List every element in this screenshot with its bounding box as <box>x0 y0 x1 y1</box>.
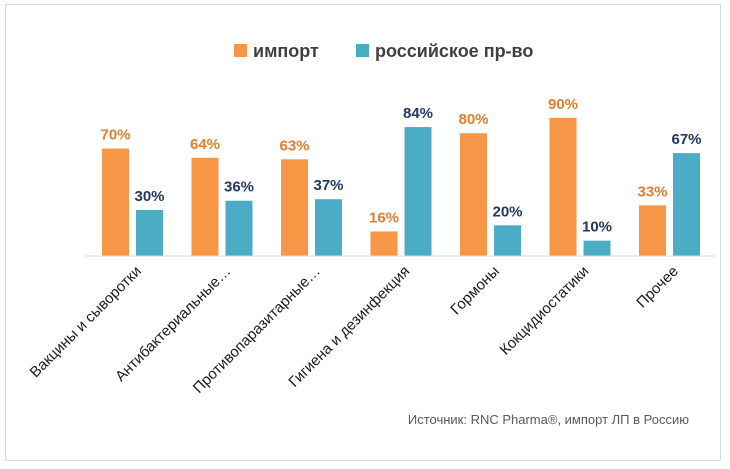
value-label-import-5: 90% <box>548 96 578 113</box>
value-label-import-6: 33% <box>637 183 667 200</box>
value-label-domestic-6: 67% <box>671 131 701 148</box>
bars-layer <box>102 117 700 256</box>
value-label-domestic-0: 30% <box>134 188 164 205</box>
category-label-4: Гормоны <box>447 263 503 319</box>
legend-swatch-import <box>234 44 247 57</box>
bar-import-3 <box>370 231 398 256</box>
bar-import-4 <box>460 133 487 256</box>
value-label-import-4: 80% <box>458 111 488 128</box>
legend: импорт российское пр-во <box>234 41 533 61</box>
value-label-domestic-3: 84% <box>403 105 433 122</box>
source-note: Источник: RNC Pharma®, импорт ЛП в Росси… <box>408 412 689 427</box>
value-label-import-0: 70% <box>100 127 130 144</box>
category-label-6: Прочее <box>633 263 682 312</box>
value-label-import-1: 64% <box>190 136 220 153</box>
bar-import-1 <box>191 157 219 256</box>
bar-domestic-0 <box>136 209 163 256</box>
legend-swatch-domestic <box>356 44 369 57</box>
value-label-import-2: 63% <box>279 137 309 154</box>
value-label-domestic-2: 37% <box>313 177 343 194</box>
bar-domestic-4 <box>494 225 521 256</box>
bar-import-5 <box>549 117 577 256</box>
bar-domestic-6 <box>673 153 700 256</box>
legend-label-domestic: российское пр-во <box>375 41 533 61</box>
legend-label-import: импорт <box>253 41 319 61</box>
value-label-domestic-1: 36% <box>224 179 254 196</box>
bar-domestic-2 <box>315 199 342 256</box>
category-labels-layer: Вакцины и сывороткиАнтибактериальные…Про… <box>27 263 682 397</box>
bar-domestic-3 <box>404 127 432 256</box>
value-label-domestic-4: 20% <box>492 203 522 220</box>
bar-import-2 <box>281 159 308 256</box>
value-label-import-3: 16% <box>369 209 399 226</box>
bar-import-6 <box>639 205 666 256</box>
bar-domestic-5 <box>583 240 611 256</box>
bar-domestic-1 <box>225 200 253 256</box>
value-label-domestic-5: 10% <box>582 219 612 236</box>
value-labels-layer: 70% 30% 64% 36% 63% 37% 16% 84% 80% 20% 90% 10% 33% 6… <box>100 96 701 236</box>
bar-import-0 <box>102 148 129 256</box>
category-label-5: Кокцидиостатики <box>497 263 593 359</box>
